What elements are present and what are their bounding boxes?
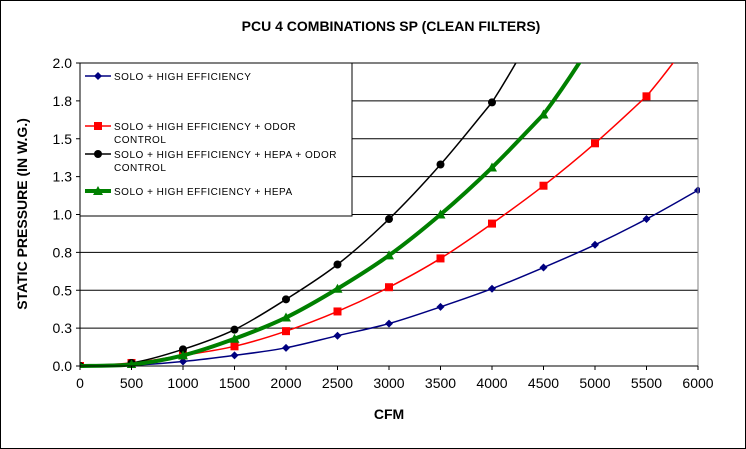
legend-label: SOLO + HIGH EFFICIENCY + HEPA + ODOR CONT… — [114, 150, 337, 174]
y-axis-label: STATIC PRESSURE (IN W.G.) — [14, 118, 30, 310]
marker-diamond — [488, 284, 496, 293]
y-tick-label: 1.8 — [53, 93, 73, 109]
x-tick-label: 1500 — [219, 375, 250, 391]
x-tick-label: 1000 — [167, 375, 198, 391]
x-tick-label: 3500 — [425, 375, 456, 391]
x-tick-label: 0 — [76, 375, 84, 391]
marker-diamond — [642, 215, 651, 224]
legend-label-line: CONTROL — [114, 135, 166, 146]
legend-label: SOLO + HIGH EFFICIENCY + HEPA — [114, 187, 293, 198]
series-triangle — [80, 63, 582, 368]
marker-square — [333, 307, 342, 316]
legend-label-line: SOLO + HIGH EFFICIENCY — [114, 72, 251, 83]
marker-circle — [385, 215, 393, 224]
marker-triangle — [384, 250, 394, 260]
x-axis-label: CFM — [374, 406, 404, 422]
marker-triangle — [435, 209, 446, 219]
x-tick-label: 500 — [120, 375, 144, 391]
marker-circle — [436, 160, 445, 169]
x-tick-label: 4000 — [476, 375, 507, 391]
y-tick-label: 1.0 — [53, 207, 73, 223]
x-tick-label: 6000 — [682, 375, 713, 391]
marker-triangle — [93, 186, 103, 195]
marker-diamond — [94, 72, 102, 80]
marker-square — [436, 254, 445, 263]
legend-label: SOLO + HIGH EFFICIENCY — [114, 72, 251, 83]
marker-square — [642, 92, 651, 101]
marker-diamond — [179, 357, 187, 366]
legend-label-line: SOLO + HIGH EFFICIENCY + ODOR — [114, 122, 296, 133]
marker-circle — [230, 325, 239, 334]
marker-circle — [179, 345, 187, 354]
marker-diamond — [385, 319, 393, 328]
marker-triangle — [332, 283, 343, 293]
y-tick-label: 0.0 — [53, 358, 73, 374]
legend-label-line: CONTROL — [114, 163, 166, 174]
x-tick-label: 5000 — [579, 375, 610, 391]
legend-label-line: SOLO + HIGH EFFICIENCY + HEPA + ODOR — [114, 150, 337, 161]
marker-triangle — [229, 333, 240, 343]
x-tick-label: 5500 — [631, 375, 662, 391]
x-tick-label: 2500 — [322, 375, 353, 391]
marker-square — [230, 342, 239, 351]
marker-circle — [94, 150, 102, 158]
marker-diamond — [282, 343, 290, 352]
y-tick-label: 0.5 — [53, 282, 73, 298]
chart-title: PCU 4 COMBINATIONS SP (CLEAN FILTERS) — [242, 18, 541, 34]
marker-triangle — [487, 162, 497, 172]
marker-square — [282, 327, 290, 336]
marker-square — [591, 139, 599, 148]
marker-diamond — [333, 331, 342, 340]
y-tick-label: 2.0 — [53, 55, 73, 71]
marker-square — [539, 181, 548, 190]
legend-label-line: SOLO + HIGH EFFICIENCY + HEPA — [114, 187, 293, 198]
legend: SOLO + HIGH EFFICIENCY SOLO + HIGH EFFICI… — [79, 62, 353, 217]
marker-square — [94, 122, 102, 130]
marker-circle — [333, 260, 342, 269]
y-tick-label: 0.3 — [53, 320, 73, 336]
y-tick-label: 0.8 — [53, 244, 73, 260]
marker-diamond — [591, 240, 599, 249]
marker-diamond — [436, 302, 445, 311]
marker-square — [488, 219, 496, 228]
x-tick-label: 4500 — [528, 375, 559, 391]
marker-square — [385, 283, 393, 292]
marker-diamond — [230, 351, 239, 360]
marker-circle — [488, 98, 496, 107]
marker-triangle — [178, 350, 188, 360]
x-tick-label: 2000 — [270, 375, 301, 391]
legend-label: SOLO + HIGH EFFICIENCY + ODOR CONTROL — [114, 122, 296, 146]
x-tick-label: 3000 — [373, 375, 404, 391]
marker-circle — [282, 295, 290, 304]
marker-triangle — [538, 109, 549, 119]
marker-diamond — [539, 263, 548, 272]
marker-triangle — [281, 312, 291, 322]
y-tick-label: 1.5 — [53, 131, 73, 147]
y-tick-label: 1.3 — [53, 169, 73, 185]
